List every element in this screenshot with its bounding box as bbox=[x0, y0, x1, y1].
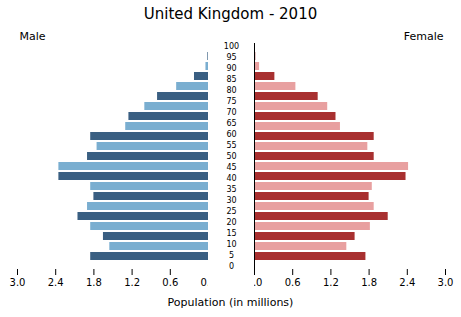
svg-text:75: 75 bbox=[226, 97, 236, 106]
svg-text:55: 55 bbox=[226, 141, 236, 150]
svg-text:45: 45 bbox=[226, 163, 236, 172]
svg-text:Female: Female bbox=[403, 30, 443, 43]
svg-text:3.0: 3.0 bbox=[9, 277, 25, 288]
svg-text:15: 15 bbox=[226, 229, 236, 238]
svg-text:60: 60 bbox=[226, 130, 236, 139]
svg-text:70: 70 bbox=[226, 108, 236, 117]
svg-text:5: 5 bbox=[228, 251, 233, 260]
svg-text:80: 80 bbox=[226, 86, 236, 95]
svg-text:1.8: 1.8 bbox=[85, 277, 101, 288]
svg-text:1.2: 1.2 bbox=[322, 277, 338, 288]
svg-text:35: 35 bbox=[226, 185, 236, 194]
svg-text:65: 65 bbox=[226, 119, 236, 128]
svg-text:Male: Male bbox=[19, 30, 45, 43]
svg-text:0.6: 0.6 bbox=[284, 277, 300, 288]
svg-text:30: 30 bbox=[226, 196, 236, 205]
svg-text:0.0: 0.0 bbox=[254, 277, 262, 288]
svg-text:1.2: 1.2 bbox=[124, 277, 140, 288]
svg-text:1.8: 1.8 bbox=[361, 277, 377, 288]
svg-text:40: 40 bbox=[226, 174, 236, 183]
svg-text:90: 90 bbox=[226, 64, 236, 73]
svg-text:2.4: 2.4 bbox=[47, 277, 63, 288]
svg-text:85: 85 bbox=[226, 75, 236, 84]
svg-text:20: 20 bbox=[226, 218, 236, 227]
html-text:Population (in millions): Population (in millions) bbox=[167, 296, 294, 309]
html-text:United Kingdom - 2010: United Kingdom - 2010 bbox=[143, 5, 318, 23]
svg-text:95: 95 bbox=[226, 53, 236, 62]
svg-text:10: 10 bbox=[226, 240, 236, 249]
svg-text:3.0: 3.0 bbox=[437, 277, 453, 288]
svg-text:0: 0 bbox=[228, 262, 233, 271]
svg-text:25: 25 bbox=[226, 207, 236, 216]
svg-text:100: 100 bbox=[223, 42, 238, 51]
svg-text:2.4: 2.4 bbox=[399, 277, 415, 288]
svg-text:0.0: 0.0 bbox=[200, 277, 207, 288]
svg-text:50: 50 bbox=[226, 152, 236, 161]
svg-text:0.6: 0.6 bbox=[162, 277, 178, 288]
